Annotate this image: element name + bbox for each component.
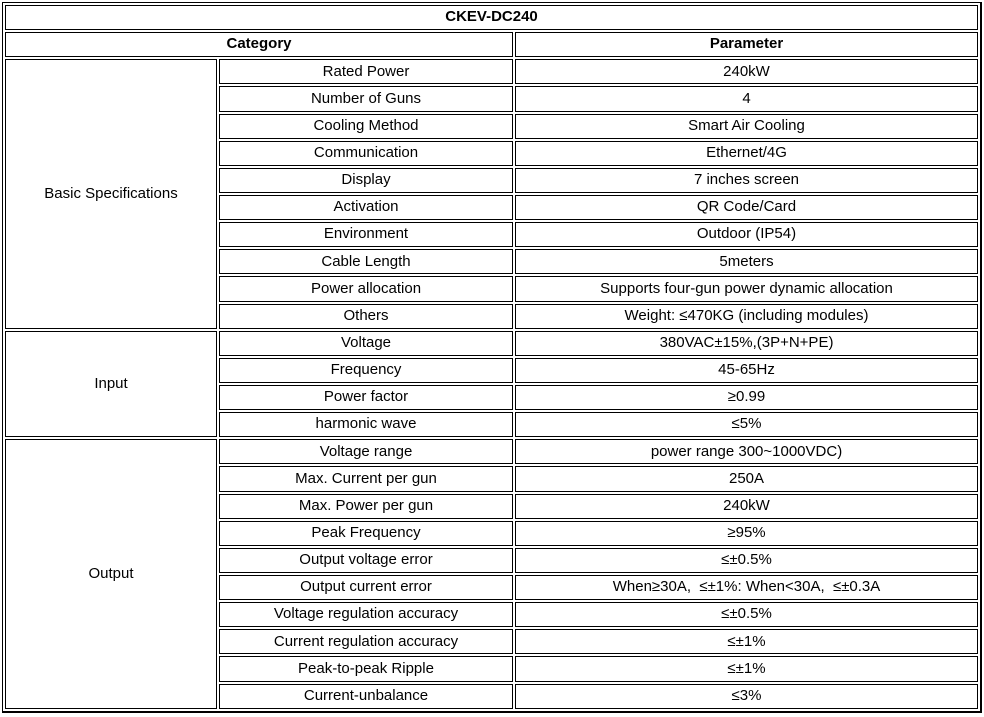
table-row: harmonic wave ≤5%	[5, 412, 979, 438]
table-row: Voltage regulation accuracy ≤±0.5%	[5, 602, 979, 628]
table-row: Frequency 45-65Hz	[5, 357, 979, 383]
parameter-value-cell: Ethernet/4G	[515, 140, 979, 166]
table-row: Communication Ethernet/4G	[5, 140, 979, 166]
table-row: Power factor ≥0.99	[5, 384, 979, 411]
parameter-name-cell: Voltage	[219, 330, 513, 356]
parameter-value-cell: 240kW	[515, 493, 979, 519]
parameter-value-cell: power range 300~1000VDC)	[515, 439, 979, 465]
parameter-value-cell: Weight: ≤470KG (including modules)	[515, 303, 979, 329]
parameter-name-cell: Number of Guns	[219, 86, 513, 112]
table-row: Output current error When≥30A, ≤±1%: Whe…	[5, 574, 979, 601]
table-row: Cooling Method Smart Air Cooling	[5, 113, 979, 139]
parameter-name-cell: Others	[219, 303, 513, 329]
parameter-name-cell: Max. Power per gun	[219, 493, 513, 519]
header-row: Category Parameter	[5, 32, 979, 58]
parameter-name-cell: Power factor	[219, 384, 513, 411]
parameter-name-cell: Rated Power	[219, 59, 513, 85]
section-label-input: Input	[5, 330, 217, 438]
table-row: Others Weight: ≤470KG (including modules…	[5, 303, 979, 329]
parameter-name-cell: Frequency	[219, 357, 513, 383]
parameter-name-cell: Cooling Method	[219, 113, 513, 139]
section-label-output: Output	[5, 439, 217, 709]
table-row: Max. Current per gun 250A	[5, 466, 979, 492]
parameter-value-cell: ≤5%	[515, 412, 979, 438]
parameter-name-cell: Voltage range	[219, 439, 513, 465]
parameter-value-cell: 380VAC±15%,(3P+N+PE)	[515, 330, 979, 356]
parameter-value-cell: ≤3%	[515, 683, 979, 709]
parameter-name-cell: harmonic wave	[219, 412, 513, 438]
table-row: Current-unbalance ≤3%	[5, 683, 979, 709]
table-row: Output Voltage range power range 300~100…	[5, 439, 979, 709]
section-label-basic-specifications: Basic Specifications	[5, 59, 217, 329]
table-row: Number of Guns 4	[5, 86, 979, 112]
parameter-value-cell: Outdoor (IP54)	[515, 222, 979, 248]
parameter-name-cell: Current-unbalance	[219, 683, 513, 709]
parameter-value-cell: ≤±1%	[515, 656, 979, 682]
parameter-value-cell: ≤±0.5%	[515, 547, 979, 573]
table-row: Display 7 inches screen	[5, 167, 979, 193]
parameter-value-cell: ≥0.99	[515, 384, 979, 411]
table-row: Basic Specifications Rated Power 240kW	[5, 59, 979, 329]
table-row: Peak Frequency ≥95%	[5, 520, 979, 546]
column-header-parameter: Parameter	[515, 32, 979, 58]
parameter-name-cell: Cable Length	[219, 249, 513, 275]
parameter-value-cell: 7 inches screen	[515, 167, 979, 193]
parameter-value-cell: When≥30A, ≤±1%: When<30A, ≤±0.3A	[515, 574, 979, 601]
parameter-value-cell: ≤±0.5%	[515, 602, 979, 628]
table-row: Activation QR Code/Card	[5, 194, 979, 221]
column-header-category: Category	[5, 32, 513, 58]
parameter-name-cell: Output voltage error	[219, 547, 513, 573]
parameter-name-cell: Max. Current per gun	[219, 466, 513, 492]
table-title: CKEV-DC240	[5, 5, 979, 31]
table-row: Environment Outdoor (IP54)	[5, 222, 979, 248]
parameter-name-cell: Environment	[219, 222, 513, 248]
parameter-value-cell: 4	[515, 86, 979, 112]
table-row: Output voltage error ≤±0.5%	[5, 547, 979, 573]
table-row: Peak-to-peak Ripple ≤±1%	[5, 656, 979, 682]
parameter-name-cell: Activation	[219, 194, 513, 221]
parameter-name-cell: Output current error	[219, 574, 513, 601]
parameter-name-cell: Peak-to-peak Ripple	[219, 656, 513, 682]
table-row: Input Voltage 380VAC±15%,(3P+N+PE)	[5, 330, 979, 438]
table-row: Cable Length 5meters	[5, 249, 979, 275]
parameter-name-cell: Peak Frequency	[219, 520, 513, 546]
parameter-name-cell: Display	[219, 167, 513, 193]
parameter-value-cell: 250A	[515, 466, 979, 492]
table-row: Max. Power per gun 240kW	[5, 493, 979, 519]
parameter-name-cell: Power allocation	[219, 276, 513, 302]
parameter-value-cell: 5meters	[515, 249, 979, 275]
table-row: Power allocation Supports four-gun power…	[5, 276, 979, 302]
parameter-value-cell: 45-65Hz	[515, 357, 979, 383]
title-row: CKEV-DC240	[5, 5, 979, 31]
parameter-value-cell: 240kW	[515, 59, 979, 85]
parameter-value-cell: Smart Air Cooling	[515, 113, 979, 139]
parameter-value-cell: QR Code/Card	[515, 194, 979, 221]
parameter-name-cell: Communication	[219, 140, 513, 166]
table-row: Current regulation accuracy ≤±1%	[5, 629, 979, 655]
parameter-name-cell: Voltage regulation accuracy	[219, 602, 513, 628]
parameter-value-cell: ≤±1%	[515, 629, 979, 655]
parameter-name-cell: Current regulation accuracy	[219, 629, 513, 655]
parameter-value-cell: Supports four-gun power dynamic allocati…	[515, 276, 979, 302]
parameter-value-cell: ≥95%	[515, 520, 979, 546]
